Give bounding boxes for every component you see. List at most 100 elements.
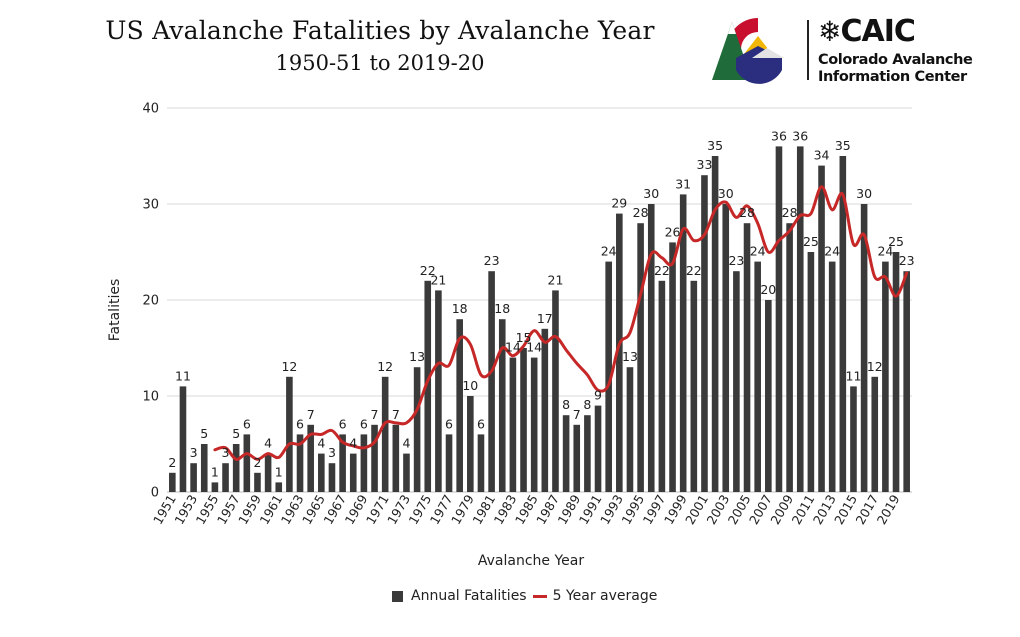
bar <box>200 444 208 492</box>
data-label: 22 <box>686 263 702 278</box>
bar <box>573 424 581 492</box>
logo-divider <box>807 20 809 80</box>
bar <box>584 415 591 492</box>
bar <box>211 482 219 492</box>
data-label: 20 <box>760 282 776 297</box>
legend-bar-swatch <box>392 590 403 602</box>
y-tick-label: 0 <box>151 486 159 501</box>
data-label: 6 <box>445 416 453 431</box>
data-label: 3 <box>222 445 230 460</box>
data-label: 6 <box>339 416 347 431</box>
data-label: 4 <box>402 436 410 451</box>
bar <box>647 204 655 492</box>
data-label: 4 <box>349 436 357 451</box>
data-label: 1 <box>211 464 219 479</box>
logo-acronym-text: CAIC <box>840 14 915 49</box>
bar <box>488 271 495 492</box>
bar <box>509 357 517 492</box>
data-label: 5 <box>232 426 240 441</box>
data-label: 7 <box>573 407 581 422</box>
data-label: 30 <box>643 186 659 201</box>
data-label: 25 <box>888 234 904 249</box>
data-label: 13 <box>622 349 638 364</box>
bar <box>435 290 442 492</box>
data-label: 24 <box>877 244 893 259</box>
bar <box>275 482 283 492</box>
bar <box>222 463 229 492</box>
logo-acronym: ❄CAIC <box>818 14 916 49</box>
average-line <box>213 185 909 461</box>
x-axis-label: Avalanche Year <box>478 553 584 569</box>
data-label: 6 <box>296 416 304 431</box>
bar <box>711 156 719 492</box>
y-tick-label: 30 <box>142 198 159 213</box>
bar <box>392 424 400 492</box>
logo-name-line2: Information Center <box>818 69 967 85</box>
data-label: 7 <box>307 407 315 422</box>
bar <box>530 357 538 492</box>
data-label: 15 <box>516 330 532 345</box>
bar <box>328 463 336 492</box>
bar <box>658 280 666 492</box>
bar <box>360 434 368 492</box>
data-label: 8 <box>583 397 591 412</box>
data-label: 6 <box>243 416 251 431</box>
bar <box>264 453 272 492</box>
bar <box>286 376 293 492</box>
five-year-average-line <box>213 185 909 461</box>
bar <box>765 300 772 492</box>
data-label: 7 <box>371 407 379 422</box>
bar <box>722 204 730 492</box>
data-label: 21 <box>548 272 564 287</box>
data-label: 22 <box>654 263 670 278</box>
data-label: 23 <box>899 253 915 268</box>
data-label: 12 <box>281 359 297 374</box>
bar <box>498 319 506 492</box>
bar <box>786 223 793 492</box>
y-tick-label: 40 <box>142 102 159 117</box>
bar <box>232 444 240 492</box>
data-label: 28 <box>739 205 755 220</box>
data-label: 6 <box>477 416 485 431</box>
bar <box>552 290 559 492</box>
bar <box>339 434 346 492</box>
data-label: 35 <box>835 138 851 153</box>
data-label: 28 <box>782 205 798 220</box>
bar <box>605 261 612 492</box>
bar <box>477 434 485 492</box>
data-label: 33 <box>697 157 713 172</box>
title-block: US Avalanche Fatalities by Avalanche Yea… <box>0 16 760 75</box>
data-label: 35 <box>707 138 723 153</box>
bar <box>381 376 389 492</box>
data-label: 36 <box>771 128 787 143</box>
data-label: 26 <box>665 224 681 239</box>
bar <box>892 252 900 492</box>
data-label: 31 <box>675 176 691 191</box>
y-tick-label: 20 <box>142 294 159 309</box>
bar <box>775 146 783 492</box>
data-label: 3 <box>328 445 336 460</box>
bar <box>445 434 453 492</box>
data-label: 1 <box>275 464 283 479</box>
bar <box>169 472 176 492</box>
data-label: 4 <box>264 436 272 451</box>
bar <box>882 261 889 492</box>
colorado-mountain-logo-icon <box>712 17 784 84</box>
bar <box>828 261 836 492</box>
bar <box>254 472 261 492</box>
bar <box>243 434 251 492</box>
bar <box>871 376 879 492</box>
data-label: 24 <box>824 244 840 259</box>
bar <box>743 223 751 492</box>
legend: Annual Fatalities 5 Year average <box>392 588 657 604</box>
data-label: 28 <box>633 205 649 220</box>
bar <box>371 424 378 492</box>
bar <box>860 204 868 492</box>
bar <box>669 242 676 492</box>
x-tick-label: 2019 <box>874 492 903 527</box>
bar <box>403 453 410 492</box>
bar <box>903 271 910 492</box>
bar <box>424 280 432 492</box>
bar <box>733 271 740 492</box>
